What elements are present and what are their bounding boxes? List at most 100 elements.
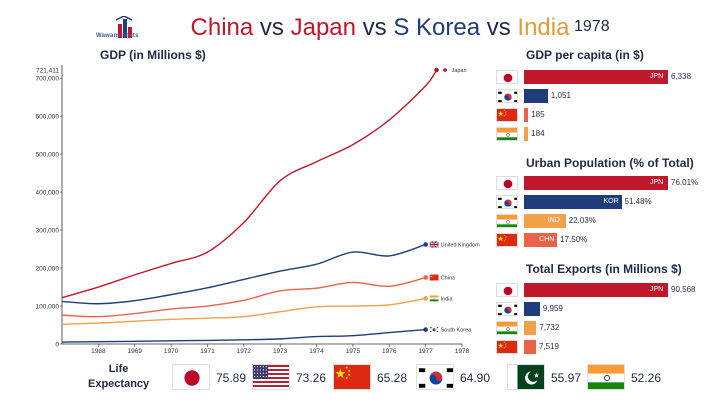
life-expectancy-flag [587, 364, 625, 390]
india-flag-icon [429, 295, 439, 302]
south-korea-flag-icon [497, 303, 517, 315]
bar-india [524, 214, 566, 228]
bar-flag [496, 302, 518, 316]
life-expectancy-flag [507, 364, 545, 390]
x-tick-label: 1978 [455, 348, 470, 355]
life-label-line1: Life [108, 363, 129, 375]
south-korea-flag-icon [497, 90, 517, 102]
y-tick-label: 500,000 [36, 152, 60, 159]
life-expectancy-value: 55.97 [551, 371, 582, 385]
series-end-point [423, 275, 428, 280]
bar-country-code: JPN [650, 179, 664, 186]
series-end-point [423, 296, 428, 301]
y-tick-label: 100,000 [36, 304, 60, 311]
bar-flag [496, 283, 518, 297]
life-expectancy-value: 65.28 [377, 371, 408, 385]
bar-south-korea [524, 89, 548, 103]
bar-chart-title: Total Exports (in Millions $) [526, 262, 682, 276]
y-max-label: 721,411 [36, 68, 59, 75]
gdp-line-chart: 0 100,000 200,000 300,000 400,000 500,000 600,… [36, 65, 480, 355]
bar-value-label: 90,568 [671, 285, 696, 294]
y-tick-label: 600,000 [36, 114, 60, 121]
bar-chart-title: GDP per capita (in $) [526, 48, 644, 62]
china-flag-icon [429, 274, 439, 281]
india-flag-icon [588, 365, 624, 389]
japan-flag-icon [497, 71, 517, 83]
year-label: 1978 [574, 18, 610, 35]
bar-japan [524, 283, 668, 297]
bar-value-label: 9,959 [542, 304, 563, 313]
uk-flag-icon [429, 241, 439, 248]
bar-flag [496, 195, 518, 209]
south-korea-flag-icon [497, 196, 517, 208]
y-tick-label: 400,000 [36, 190, 60, 197]
title-vs: vs [480, 14, 518, 41]
japan-flag-icon [440, 67, 450, 73]
gdp-chart-title: GDP (in Millions $) [100, 48, 206, 62]
bar-flag [496, 233, 518, 247]
japan-flag-icon [497, 177, 517, 189]
series-name-label: India [441, 296, 454, 302]
page-title: China vs Japan vs S Korea vs India [150, 14, 610, 42]
bar-value-label: 51.48% [624, 197, 652, 206]
bar-country-code: JPN [650, 286, 664, 293]
pakistan-flag-icon [508, 365, 544, 389]
x-tick-label: 1968 [91, 348, 106, 355]
x-tick-label: 1972 [237, 348, 252, 355]
bar-flag [496, 70, 518, 84]
bar-japan [524, 70, 668, 84]
title-japan: Japan [290, 14, 356, 41]
series-name-label: United Kingdom [441, 242, 480, 248]
life-expectancy-flag [333, 364, 371, 390]
life-expectancy-value: 75.89 [216, 371, 247, 385]
japan-flag-icon [497, 284, 517, 296]
life-expectancy-value: 64.90 [460, 371, 491, 385]
india-flag-icon [497, 215, 517, 227]
usa-flag-icon [253, 365, 289, 389]
bar-chart-title: Urban Population (% of Total) [526, 156, 694, 170]
south-korea-flag-icon [429, 326, 439, 333]
bar-india [524, 321, 537, 335]
bar-country-code: CHN [539, 236, 555, 243]
china-flag-icon [497, 109, 517, 121]
life-expectancy-flag [172, 364, 210, 390]
x-tick-label: 1976 [382, 348, 397, 355]
bar-south-korea [524, 302, 540, 316]
title-vs: vs [253, 14, 291, 41]
bar-country-code: KOR [603, 198, 619, 205]
series-end-label: Japan [440, 67, 467, 74]
bar-china [524, 108, 529, 122]
series-name-label: China [441, 276, 456, 282]
series-end-point [434, 67, 439, 73]
bar-value-label: 76.01% [671, 178, 699, 187]
bar-flag [496, 340, 518, 354]
series-end-label: South Korea [429, 326, 472, 334]
brand-name: WawamuStats [96, 33, 139, 39]
china-flag-icon [497, 234, 517, 246]
series-line-india [61, 297, 426, 325]
bar-china [524, 233, 558, 247]
bar-value-label: 17.50% [560, 235, 588, 244]
india-flag-icon [497, 322, 517, 334]
title-vs: vs [356, 14, 394, 41]
x-tick-label: 1975 [346, 348, 361, 355]
series-line-japan [61, 69, 438, 299]
series-line-united-kingdom [61, 243, 426, 305]
bar-value-label: 6,338 [671, 72, 692, 81]
bar-flag [496, 127, 518, 141]
bar-flag [496, 321, 518, 335]
bar-flag [496, 108, 518, 122]
life-expectancy-label: Life Expectancy [88, 362, 149, 392]
title-china: China [190, 14, 254, 41]
x-tick-label: 1974 [309, 348, 324, 355]
bar-value-label: 22.03% [568, 216, 596, 225]
bar-value-label: 185 [531, 110, 545, 119]
y-tick-label: 200,000 [36, 266, 60, 273]
bar-flag [496, 89, 518, 103]
bar-flag [496, 214, 518, 228]
y-tick-label: 300,000 [36, 228, 60, 235]
china-flag-icon [497, 341, 517, 353]
series-end-label: United Kingdom [429, 241, 480, 248]
series-end-point [423, 327, 428, 332]
series-end-point [423, 242, 428, 247]
